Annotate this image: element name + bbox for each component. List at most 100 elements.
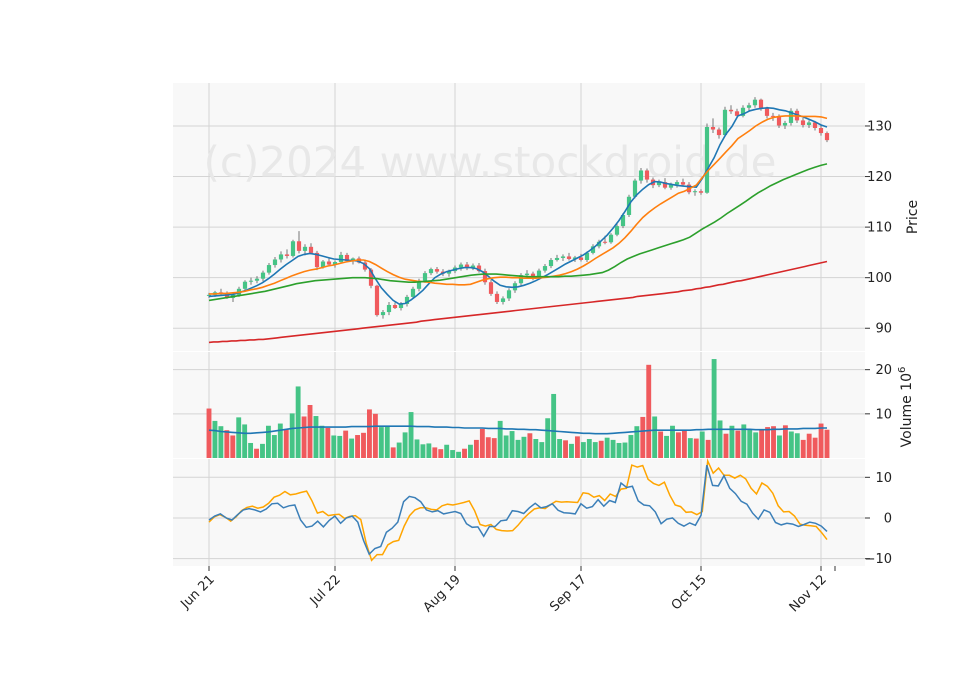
volume-bars <box>206 359 830 458</box>
candle <box>248 277 254 285</box>
candle-body <box>410 288 416 297</box>
volume-bar <box>705 439 711 458</box>
volume-bar <box>462 448 467 458</box>
volume-bar <box>384 426 390 458</box>
candle <box>578 253 584 262</box>
price-axis-label: Price <box>905 200 921 234</box>
candle <box>500 296 506 305</box>
candle-body <box>764 108 770 116</box>
volume-axis-exponent: 6 <box>897 367 908 373</box>
candle-body <box>644 170 650 180</box>
volume-bar <box>372 413 378 458</box>
candle-body <box>344 254 350 261</box>
volume-bar <box>545 418 551 458</box>
volume-bar <box>390 447 396 458</box>
candle <box>476 263 482 273</box>
candle-body <box>482 271 488 283</box>
volume-bar <box>236 417 242 458</box>
volume-bar <box>301 416 307 458</box>
y-tick-label: 10 <box>875 407 892 422</box>
candle <box>656 179 662 188</box>
volume-bar <box>539 442 545 458</box>
candle-body <box>722 109 728 136</box>
volume-bar <box>569 443 574 458</box>
candle-body <box>662 182 668 188</box>
candle-body <box>560 256 566 258</box>
candle-body <box>572 257 578 259</box>
volume-bar <box>515 439 521 458</box>
candle <box>470 263 476 271</box>
volume-bar <box>438 449 444 458</box>
volume-bar <box>206 408 212 458</box>
candle-body <box>584 252 590 260</box>
candle <box>326 257 332 267</box>
candle <box>242 280 248 291</box>
x-tick-label: Oct 15 <box>669 572 710 613</box>
volume-bar <box>622 442 628 458</box>
candle <box>596 239 602 249</box>
volume-bar <box>640 416 646 458</box>
volume-bar <box>782 425 788 458</box>
candle-body <box>272 259 278 266</box>
volume-bar <box>765 427 771 458</box>
candle <box>254 276 260 284</box>
candle <box>308 243 314 255</box>
candle <box>272 256 278 268</box>
volume-ma-line <box>208 425 827 435</box>
volume-bar <box>485 437 491 458</box>
volume-bar <box>818 423 824 458</box>
candle-body <box>224 293 230 298</box>
candle-body <box>824 133 830 141</box>
volume-bar <box>396 442 402 458</box>
candle <box>380 310 386 319</box>
candle-body <box>350 258 356 261</box>
volume-bar <box>378 427 384 458</box>
candle-body <box>296 241 302 251</box>
candle <box>800 117 806 128</box>
candle <box>746 102 752 112</box>
volume-bar <box>521 436 527 458</box>
candle-body <box>668 184 674 188</box>
volume-bar <box>699 431 705 458</box>
volume-bar <box>729 425 735 458</box>
volume-bar <box>402 432 408 458</box>
candle <box>728 105 734 114</box>
volume-bar <box>230 435 236 458</box>
candle <box>404 294 410 307</box>
candle-body <box>536 270 542 279</box>
volume-bar <box>254 448 259 458</box>
volume-bar <box>491 438 497 458</box>
x-tick-label: Nov 12 <box>787 572 830 615</box>
volume-bar <box>598 440 604 458</box>
volume-bar <box>580 442 586 458</box>
candle <box>266 263 272 275</box>
volume-bar <box>212 420 218 458</box>
candle-body <box>704 126 710 193</box>
candle-body <box>428 269 434 274</box>
volume-bar <box>604 437 610 458</box>
candle-body <box>434 269 440 272</box>
candle-body <box>614 226 620 235</box>
candle <box>710 118 716 134</box>
y-tick-label: 10 <box>875 471 892 486</box>
candle-body <box>398 303 404 309</box>
candle-body <box>242 281 248 289</box>
volume-bar <box>676 432 681 458</box>
volume-bar <box>527 433 533 458</box>
x-tick-label: Sep 17 <box>547 572 590 615</box>
price-panel <box>173 83 865 351</box>
volume-bar <box>355 435 360 458</box>
candle <box>494 291 500 304</box>
candle <box>818 125 824 136</box>
candle-body <box>770 115 776 117</box>
volume-bar <box>242 424 248 458</box>
price-ma-line-1 <box>208 106 828 305</box>
volume-bar <box>331 435 337 458</box>
volume-bar <box>592 442 598 458</box>
candle-body <box>578 257 584 260</box>
volume-bar <box>759 430 765 458</box>
volume-bar <box>610 439 616 458</box>
volume-bar <box>260 443 265 458</box>
volume-bar <box>628 435 634 458</box>
candle-body <box>692 191 698 193</box>
